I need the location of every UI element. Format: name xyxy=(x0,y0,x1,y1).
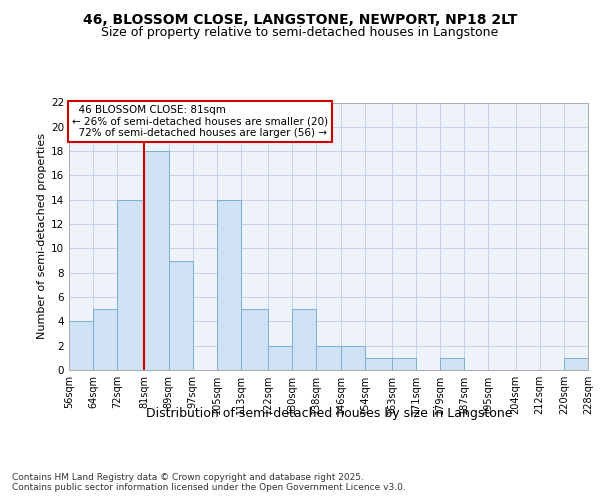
Bar xyxy=(268,346,292,370)
Bar xyxy=(117,200,145,370)
Y-axis label: Number of semi-detached properties: Number of semi-detached properties xyxy=(37,133,47,339)
Bar xyxy=(93,309,117,370)
Bar xyxy=(365,358,392,370)
Text: 46, BLOSSOM CLOSE, LANGSTONE, NEWPORT, NP18 2LT: 46, BLOSSOM CLOSE, LANGSTONE, NEWPORT, N… xyxy=(83,12,517,26)
Text: Distribution of semi-detached houses by size in Langstone: Distribution of semi-detached houses by … xyxy=(146,408,512,420)
Text: Size of property relative to semi-detached houses in Langstone: Size of property relative to semi-detach… xyxy=(101,26,499,39)
Bar xyxy=(316,346,341,370)
Bar xyxy=(169,260,193,370)
Bar xyxy=(392,358,416,370)
Bar xyxy=(69,322,93,370)
Bar xyxy=(292,309,316,370)
Bar xyxy=(440,358,464,370)
Bar xyxy=(217,200,241,370)
Bar xyxy=(145,151,169,370)
Bar xyxy=(341,346,365,370)
Text: Contains HM Land Registry data © Crown copyright and database right 2025.
Contai: Contains HM Land Registry data © Crown c… xyxy=(12,472,406,492)
Bar xyxy=(241,309,268,370)
Bar xyxy=(564,358,588,370)
Text: 46 BLOSSOM CLOSE: 81sqm
← 26% of semi-detached houses are smaller (20)
  72% of : 46 BLOSSOM CLOSE: 81sqm ← 26% of semi-de… xyxy=(72,105,328,138)
